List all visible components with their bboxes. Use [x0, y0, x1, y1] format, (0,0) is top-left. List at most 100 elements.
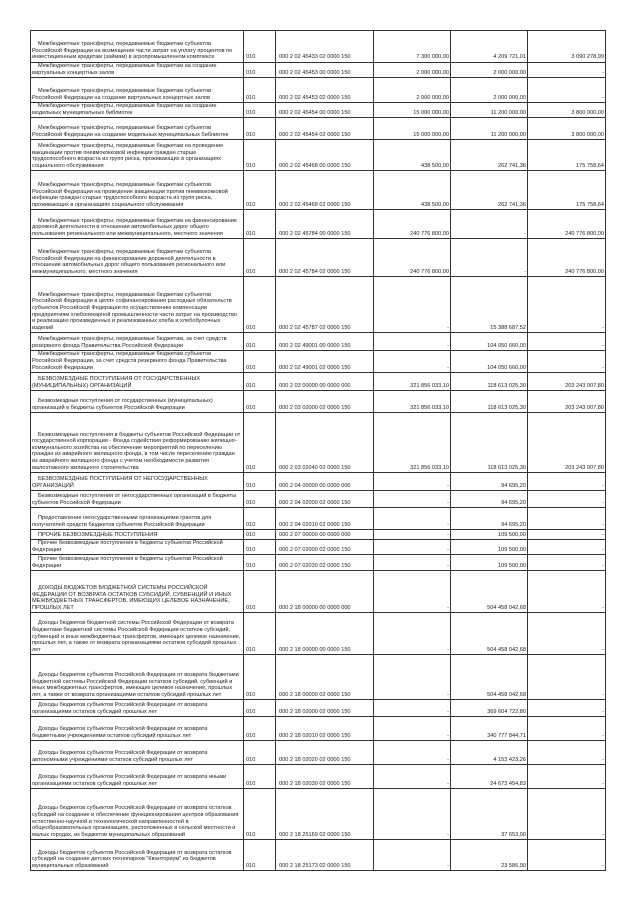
row-code: 010 — [243, 654, 276, 701]
row-actual-amount: - — [450, 238, 528, 278]
row-code: 010 — [243, 529, 276, 541]
row-code: 010 — [243, 570, 276, 614]
row-actual-amount: 109 500,00 — [450, 539, 528, 556]
row-remaining-amount: - — [527, 350, 606, 374]
row-actual-amount: 118 613 025,30 — [450, 390, 528, 414]
row-name: Межбюджетные трансферты, передаваемые бю… — [30, 238, 244, 278]
row-name: Доходы бюджетов субъектов Российской Фед… — [30, 716, 244, 742]
row-budget-code: 000 2 02 45453 00 0000 150 — [275, 61, 374, 79]
row-remaining-amount: 175 758,64 — [527, 170, 606, 211]
row-actual-amount: 504 458 042,68 — [450, 612, 528, 656]
row-code: 010 — [243, 372, 276, 392]
row-code: 010 — [243, 209, 276, 240]
row-code: 010 — [243, 612, 276, 656]
row-actual-amount: 118 613 025,30 — [450, 372, 528, 392]
row-actual-amount: 24 673 454,83 — [450, 764, 528, 790]
row-budget-code: 000 2 18 02010 02 0000 150 — [275, 716, 374, 742]
table-row: Доходы бюджетов бюджетной системы Россий… — [30, 612, 606, 656]
row-code: 010 — [243, 764, 276, 790]
row-actual-amount: 94 695,20 — [450, 507, 528, 531]
row-remaining-amount: - — [527, 490, 606, 509]
row-remaining-amount: - — [527, 539, 606, 556]
row-actual-amount: 11 200 000,00 — [450, 117, 528, 141]
row-actual-amount: 23 586,90 — [450, 839, 528, 872]
row-plan-amount: 2 000 000,00 — [373, 77, 451, 104]
row-remaining-amount: - — [527, 507, 606, 531]
row-budget-code: 000 2 02 45784 02 0000 150 — [275, 238, 374, 278]
row-name: Межбюджетные трансферты, передаваемые бю… — [30, 332, 244, 352]
row-name: Доходы бюджетов субъектов Российской Фед… — [30, 699, 244, 718]
table-row: Межбюджетные трансферты, передаваемые бю… — [30, 350, 606, 374]
table-row: Прочие безвозмездные поступления в бюдже… — [30, 539, 606, 556]
row-code: 010 — [243, 61, 276, 79]
row-budget-code: 000 2 02 45453 02 0000 150 — [275, 77, 374, 104]
table-row: Межбюджетные трансферты, передаваемые бю… — [30, 77, 606, 104]
table-row: Межбюджетные трансферты, передаваемые бю… — [30, 332, 606, 352]
row-plan-amount: 321 856 033,10 — [373, 390, 451, 414]
row-budget-code: 000 2 03 00000 00 0000 000 — [275, 372, 374, 392]
row-remaining-amount: 240 776 800,00 — [527, 238, 606, 278]
row-budget-code: 000 2 07 02000 02 0000 150 — [275, 539, 374, 556]
row-code: 010 — [243, 716, 276, 742]
row-actual-amount: 11 200 000,00 — [450, 102, 528, 119]
row-name: Доходы бюджетов субъектов Российской Фед… — [30, 788, 244, 841]
row-plan-amount: 15 000 000,00 — [373, 102, 451, 119]
row-name: Межбюджетные трансферты, передаваемые бю… — [30, 30, 244, 63]
table-row: Доходы бюджетов субъектов Российской Фед… — [30, 654, 606, 701]
row-name: Межбюджетные трансферты, передаваемые бю… — [30, 61, 244, 79]
row-plan-amount: - — [373, 788, 451, 841]
row-code: 010 — [243, 554, 276, 572]
row-name: Доходы бюджетов субъектов Российской Фед… — [30, 764, 244, 790]
row-remaining-amount: - — [527, 788, 606, 841]
row-name: Доходы бюджетов субъектов Российской Фед… — [30, 740, 244, 766]
row-name: ДОХОДЫ БЮДЖЕТОВ БЮДЖЕТНОЙ СИСТЕМЫ РОССИЙ… — [30, 570, 244, 614]
row-actual-amount: 262 741,36 — [450, 139, 528, 172]
row-budget-code: 000 2 02 45787 02 0000 150 — [275, 276, 374, 334]
row-code: 010 — [243, 139, 276, 172]
row-budget-code: 000 2 03 02040 02 0000 150 — [275, 412, 374, 474]
row-budget-code: 000 2 18 00000 00 0000 150 — [275, 612, 374, 656]
row-name: Доходы бюджетов субъектов Российской Фед… — [30, 654, 244, 701]
row-budget-code: 000 2 02 45468 02 0000 150 — [275, 170, 374, 211]
row-actual-amount: 2 000 000,00 — [450, 61, 528, 79]
row-name: Безвозмездные поступления в бюджеты субъ… — [30, 412, 244, 474]
row-plan-amount: 321 856 033,10 — [373, 372, 451, 392]
row-plan-amount: - — [373, 612, 451, 656]
row-budget-code: 000 2 07 00000 00 0000 000 — [275, 529, 374, 541]
row-plan-amount: - — [373, 764, 451, 790]
row-budget-code: 000 2 04 02010 02 0000 150 — [275, 507, 374, 531]
row-name: БЕЗВОЗМЕЗДНЫЕ ПОСТУПЛЕНИЯ ОТ НЕГОСУДАРСТ… — [30, 472, 244, 492]
row-code: 010 — [243, 412, 276, 474]
row-remaining-amount: - — [527, 764, 606, 790]
row-name: Доходы бюджетов бюджетной системы Россий… — [30, 612, 244, 656]
row-name: Межбюджетные трансферты, передаваемые бю… — [30, 209, 244, 240]
row-budget-code: 000 2 18 02030 02 0000 150 — [275, 764, 374, 790]
row-name: Безвозмездные поступления от государстве… — [30, 390, 244, 414]
row-actual-amount: 37 653,00 — [450, 788, 528, 841]
row-budget-code: 000 2 02 45468 00 0000 150 — [275, 139, 374, 172]
row-actual-amount: 104 050 660,00 — [450, 332, 528, 352]
row-plan-amount: - — [373, 490, 451, 509]
table-row: Безвозмездные поступления в бюджеты субъ… — [30, 412, 606, 474]
row-remaining-amount: - — [527, 716, 606, 742]
row-code: 010 — [243, 490, 276, 509]
row-plan-amount: - — [373, 570, 451, 614]
row-code: 010 — [243, 77, 276, 104]
row-remaining-amount: - — [527, 276, 606, 334]
row-budget-code: 000 2 18 25169 02 0000 150 — [275, 788, 374, 841]
table-row: Межбюджетные трансферты, передаваемые бю… — [30, 61, 606, 79]
row-code: 010 — [243, 238, 276, 278]
row-plan-amount: - — [373, 472, 451, 492]
row-remaining-amount: - — [527, 529, 606, 541]
row-plan-amount: - — [373, 654, 451, 701]
row-budget-code: 000 2 03 02000 02 0000 150 — [275, 390, 374, 414]
row-name: Безвозмездные поступления от негосударст… — [30, 490, 244, 509]
row-actual-amount: 94 695,20 — [450, 490, 528, 509]
row-remaining-amount: - — [527, 570, 606, 614]
row-name: Межбюджетные трансферты, передаваемые бю… — [30, 102, 244, 119]
row-name: ПРОЧИЕ БЕЗВОЗМЕЗДНЫЕ ПОСТУПЛЕНИЯ — [30, 529, 244, 541]
row-budget-code: 000 2 02 49001 02 0000 150 — [275, 350, 374, 374]
row-code: 010 — [243, 30, 276, 63]
row-actual-amount: 118 613 025,30 — [450, 412, 528, 474]
table-row: ДОХОДЫ БЮДЖЕТОВ БЮДЖЕТНОЙ СИСТЕМЫ РОССИЙ… — [30, 570, 606, 614]
